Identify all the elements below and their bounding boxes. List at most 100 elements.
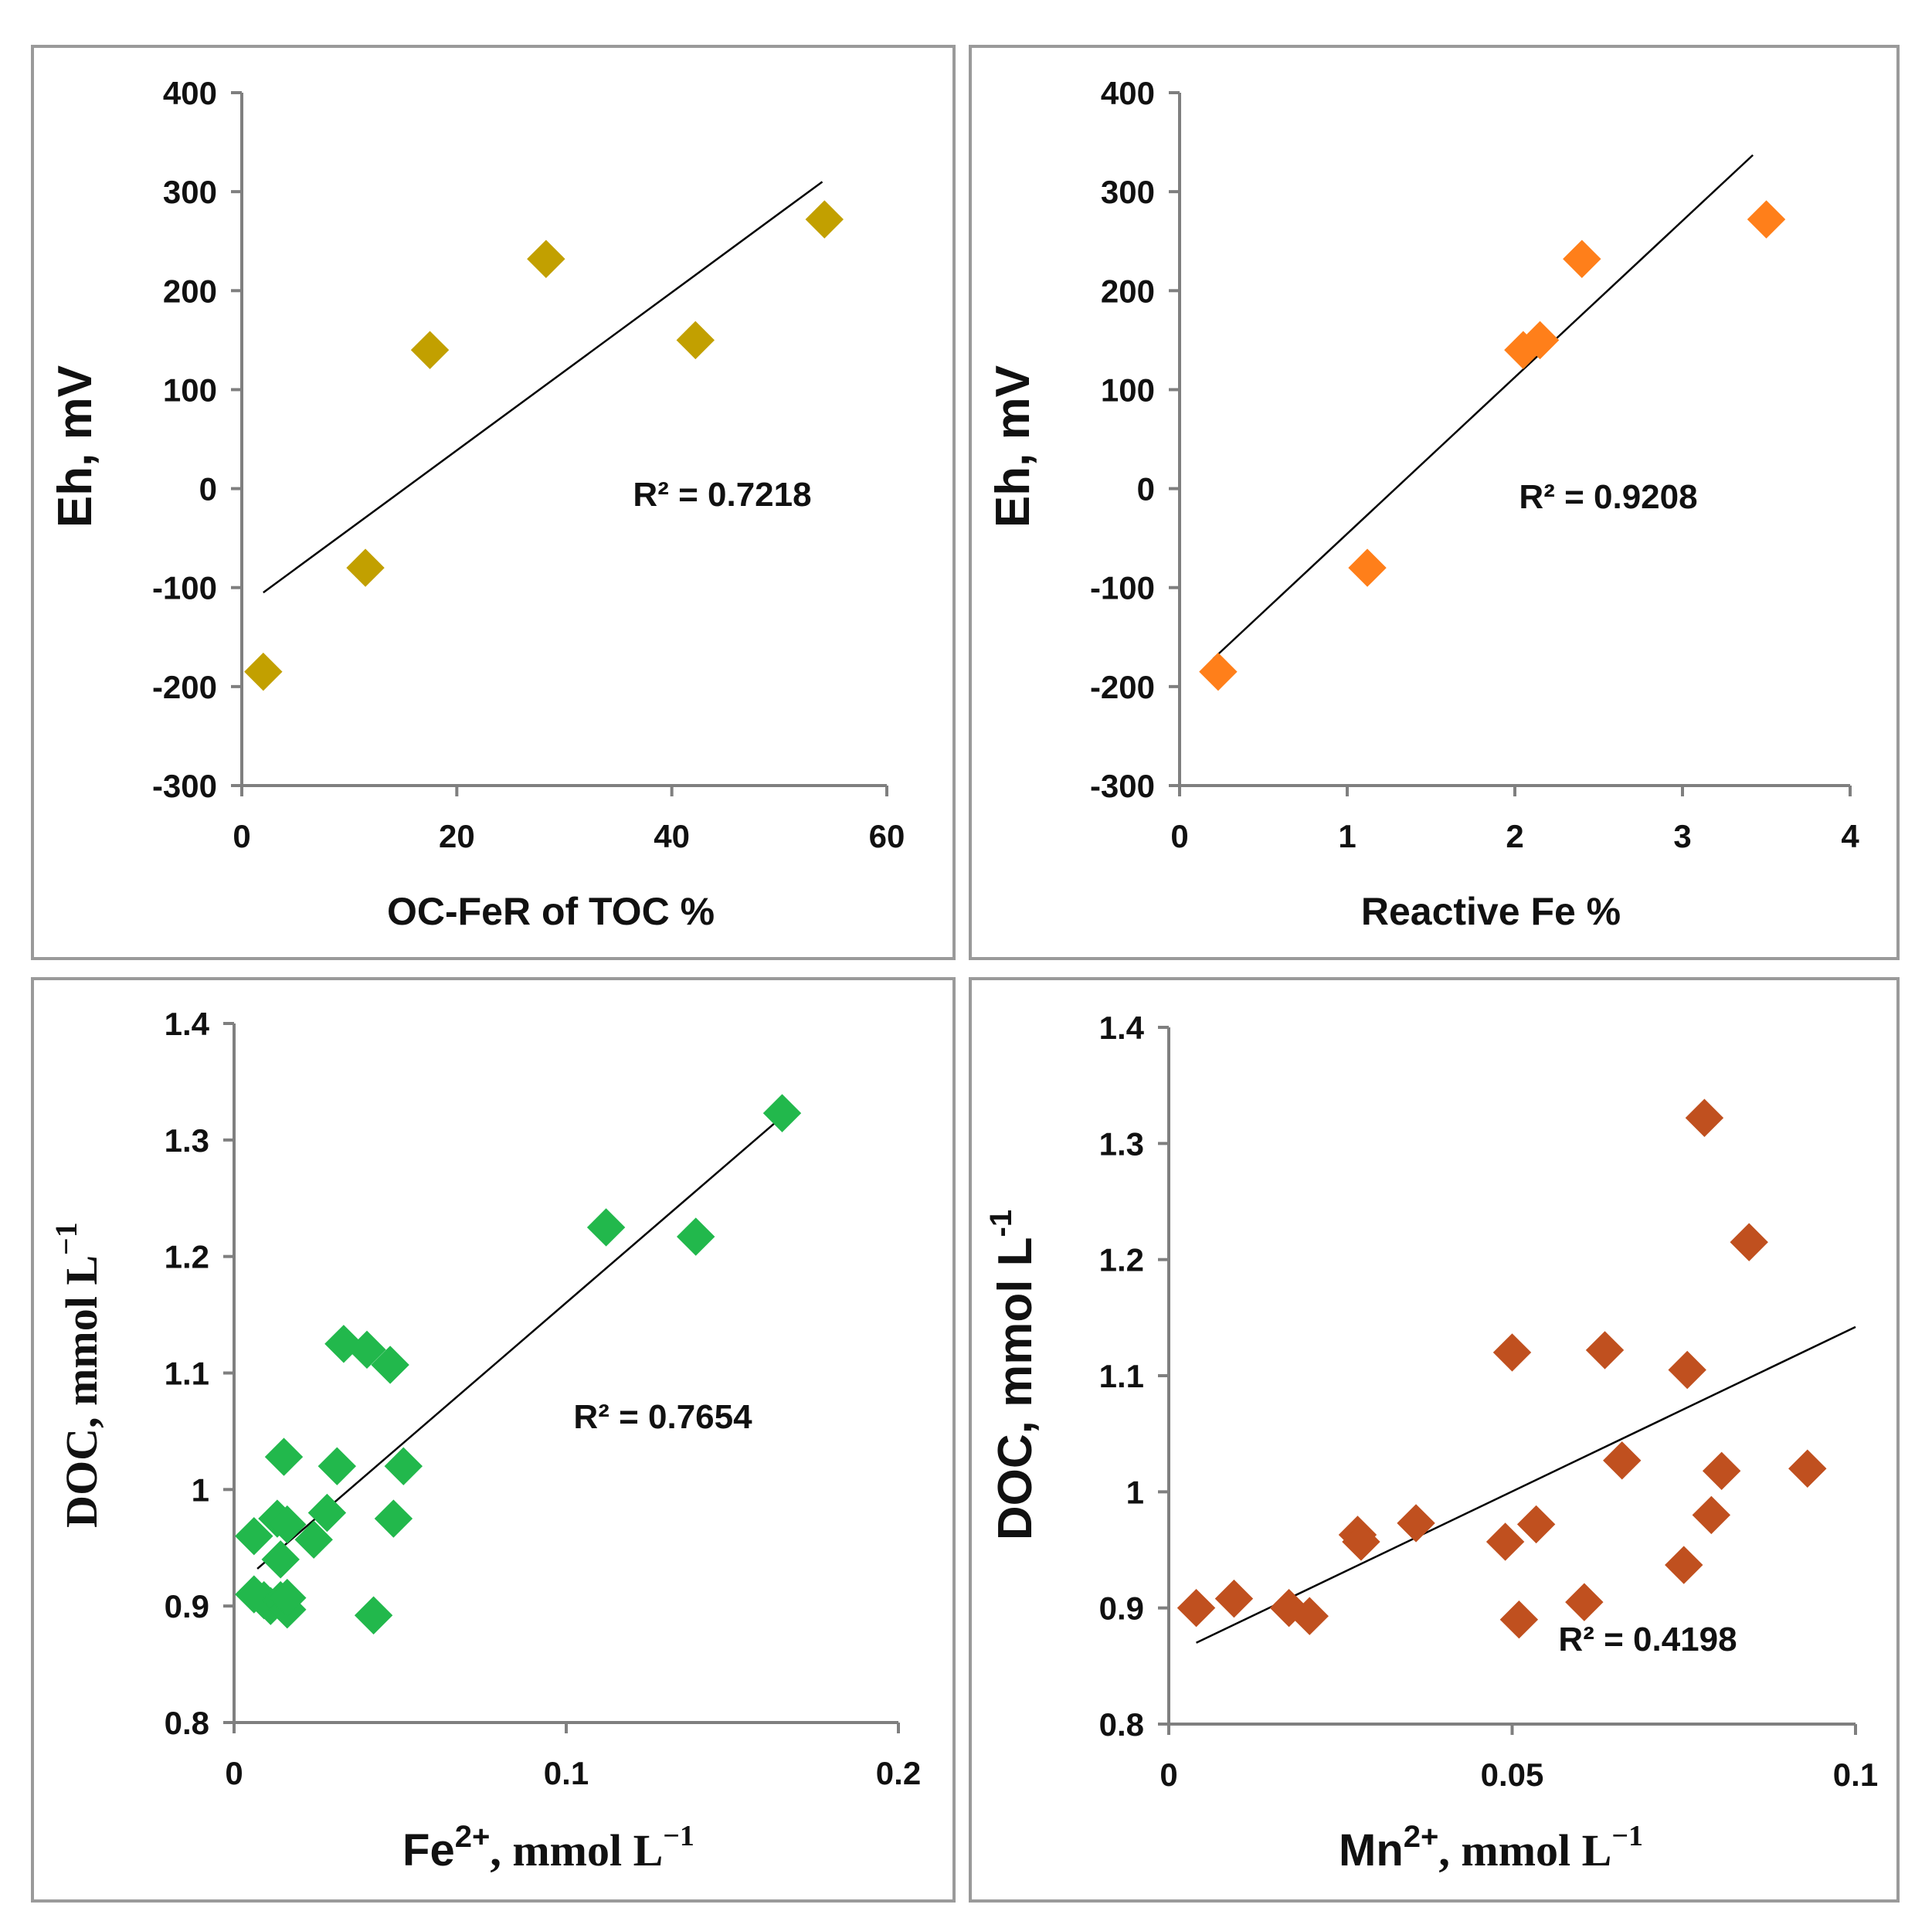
data-point xyxy=(354,1596,393,1634)
x-axis-label-sup: 2+ xyxy=(455,1820,491,1854)
data-point xyxy=(1177,1588,1216,1628)
y-tick-label: 300 xyxy=(1101,174,1155,210)
y-tick-label: 1.2 xyxy=(165,1239,209,1275)
data-point xyxy=(762,1094,802,1132)
y-tick-label: 1.4 xyxy=(165,1006,210,1042)
data-point xyxy=(1702,1451,1741,1490)
x-axis-label-unit-sup: −1 xyxy=(1611,1820,1643,1852)
r-squared-label: R² = 0.7654 xyxy=(573,1398,752,1436)
x-tick-label: 4 xyxy=(1841,818,1859,854)
y-tick-label: 0 xyxy=(199,471,217,507)
y-axis-label: Eh, mV xyxy=(986,365,1040,528)
panel-eh-vs-reactive-fe xyxy=(969,45,1900,960)
chart-4: 0.8 0.9 1 1.1 1.2 1.3 1.4 0 0.05 0.1 R² = 0.4198 Mn… xyxy=(984,1010,1878,1875)
y-tick-label: 300 xyxy=(163,174,217,210)
x-axis-label-sup: 2+ xyxy=(1404,1820,1439,1854)
y-tick-label: 0 xyxy=(1137,471,1155,507)
data-point xyxy=(1214,1579,1254,1618)
y-tick-label: -300 xyxy=(152,768,217,804)
data-point xyxy=(586,1208,626,1247)
data-point xyxy=(676,321,715,360)
y-tick-label: -100 xyxy=(152,570,217,606)
data-point xyxy=(384,1447,423,1485)
x-tick-label: 1 xyxy=(1338,818,1356,854)
data-point xyxy=(1665,1546,1703,1584)
r-squared-label: R² = 0.4198 xyxy=(1558,1621,1737,1658)
data-point xyxy=(244,652,283,691)
x-tick-label: 0.1 xyxy=(1833,1757,1878,1793)
y-tick-label: 1.3 xyxy=(165,1122,209,1159)
data-point xyxy=(1499,1600,1539,1639)
y-tick-label: 0.9 xyxy=(165,1588,209,1624)
y-tick-label: 1 xyxy=(192,1471,209,1508)
data-point xyxy=(1747,200,1786,239)
data-point xyxy=(1788,1449,1827,1488)
y-tick-label: 1.4 xyxy=(1099,1010,1145,1046)
data-point xyxy=(1668,1350,1706,1390)
x-axis-label-main: Fe xyxy=(402,1825,455,1875)
x-tick-label: 40 xyxy=(654,818,690,854)
data-point xyxy=(805,200,844,239)
y-tick-label: -200 xyxy=(1090,669,1155,705)
x-tick-label: 20 xyxy=(439,818,475,854)
r-squared-label: R² = 0.9208 xyxy=(1519,478,1697,516)
data-point xyxy=(1730,1223,1768,1261)
y-axis-label-main: DOC, mmol L xyxy=(56,1255,107,1528)
y-axis-label-main: DOC, mmol L xyxy=(989,1237,1042,1540)
x-axis-label-main: Mn xyxy=(1339,1825,1404,1875)
x-tick-label: 0.1 xyxy=(544,1755,589,1791)
data-point xyxy=(371,1346,409,1384)
data-point xyxy=(1603,1441,1642,1480)
y-tick-label: 100 xyxy=(163,372,217,408)
y-tick-label: 1.2 xyxy=(1099,1242,1144,1278)
x-tick-label: 0.05 xyxy=(1481,1757,1544,1793)
y-tick-label: 1.3 xyxy=(1099,1125,1144,1162)
data-point xyxy=(1520,321,1560,360)
data-point xyxy=(1342,1522,1380,1561)
x-axis-label: Fe2+, mmol L−1 xyxy=(402,1820,694,1875)
data-point xyxy=(348,1330,386,1370)
y-tick-label: 0.8 xyxy=(1099,1706,1144,1743)
y-tick-label: -200 xyxy=(152,669,217,705)
data-point xyxy=(1685,1098,1724,1137)
x-tick-label: 0 xyxy=(1170,818,1188,854)
y-axis-label: DOC, mmol L−1 xyxy=(49,1222,107,1528)
data-point xyxy=(261,1540,300,1579)
x-tick-label: 3 xyxy=(1673,818,1691,854)
data-point xyxy=(1692,1495,1731,1535)
x-tick-label: 2 xyxy=(1506,818,1523,854)
panel-doc-vs-mn2 xyxy=(969,977,1900,1903)
data-point xyxy=(676,1217,715,1256)
data-point xyxy=(268,1578,307,1617)
y-axis-label-sup: −1 xyxy=(49,1222,83,1255)
y-tick-label: 0.8 xyxy=(165,1705,209,1741)
data-point xyxy=(264,1438,304,1476)
y-tick-label: 1.1 xyxy=(1099,1358,1144,1394)
y-tick-label: 400 xyxy=(1101,75,1155,111)
data-point xyxy=(1486,1522,1525,1561)
trendline xyxy=(1212,154,1754,660)
data-point xyxy=(1565,1583,1604,1621)
panel-doc-vs-fe2 xyxy=(31,977,956,1903)
y-tick-label: 100 xyxy=(1101,372,1155,408)
y-tick-label: 200 xyxy=(163,273,217,309)
data-point xyxy=(268,1505,307,1544)
x-axis-label-unit: , mmol L xyxy=(1438,1825,1611,1875)
data-point xyxy=(1585,1331,1625,1370)
x-axis-label-unit: , mmol L xyxy=(490,1825,663,1875)
data-point xyxy=(410,331,450,369)
y-tick-label: 0.9 xyxy=(1099,1590,1144,1627)
x-axis-label: Reactive Fe % xyxy=(1361,890,1621,933)
data-point xyxy=(235,1516,273,1556)
data-point xyxy=(317,1447,357,1485)
x-axis-label-unit-sup: −1 xyxy=(663,1820,694,1852)
y-tick-label: 400 xyxy=(163,75,217,111)
data-point xyxy=(307,1493,347,1533)
data-point xyxy=(294,1520,333,1559)
trendline xyxy=(263,181,823,594)
chart-3: 0.8 0.9 1 1.1 1.2 1.3 1.4 0 0.1 0.2 R² = 0.7654 Fe2… xyxy=(49,1006,921,1875)
trendline xyxy=(1196,1326,1856,1644)
y-tick-label: 200 xyxy=(1101,273,1155,309)
data-point xyxy=(1290,1597,1329,1635)
trendline xyxy=(256,1115,783,1570)
